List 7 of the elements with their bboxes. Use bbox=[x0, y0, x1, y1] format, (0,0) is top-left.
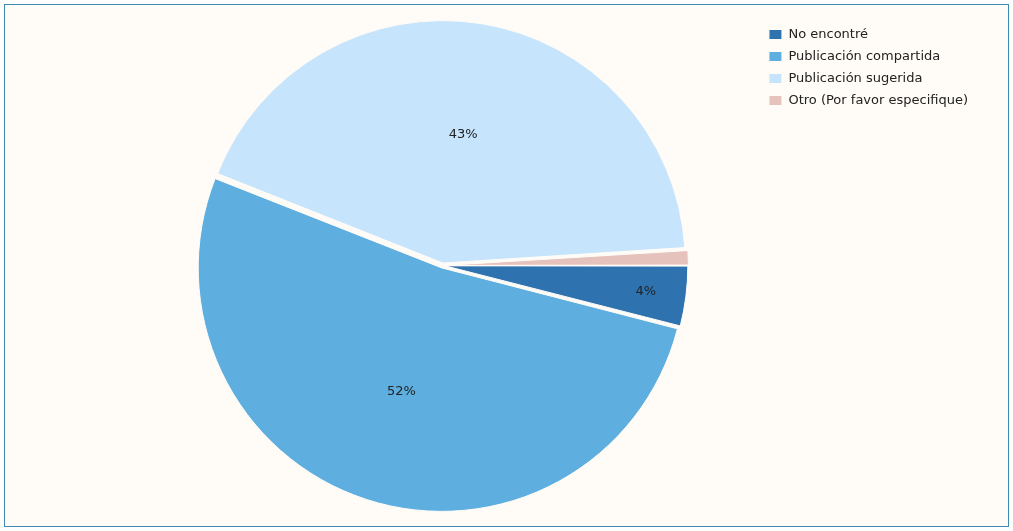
legend-label: No encontré bbox=[788, 25, 868, 41]
legend-label: Publicación compartida bbox=[788, 47, 941, 63]
legend-label: Otro (Por favor especifique) bbox=[788, 91, 969, 107]
legend-label: Publicación sugerida bbox=[788, 69, 923, 85]
data-label: 4% bbox=[635, 282, 657, 298]
data-label: 52% bbox=[387, 382, 416, 398]
data-label: 43% bbox=[448, 125, 478, 141]
